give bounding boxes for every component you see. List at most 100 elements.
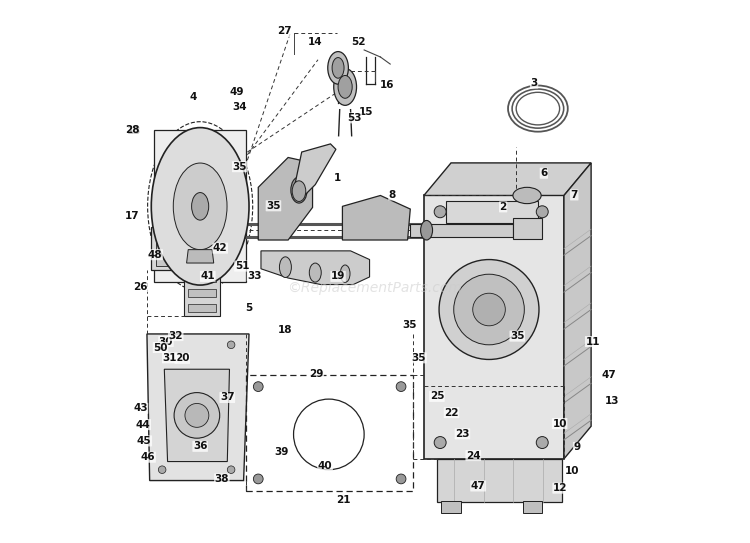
Ellipse shape bbox=[152, 128, 249, 285]
Text: 32: 32 bbox=[169, 331, 183, 340]
Text: 49: 49 bbox=[230, 87, 244, 97]
Text: 12: 12 bbox=[553, 483, 568, 493]
Circle shape bbox=[158, 341, 166, 349]
Circle shape bbox=[536, 437, 548, 449]
Text: 13: 13 bbox=[128, 127, 142, 136]
Circle shape bbox=[434, 206, 446, 218]
Text: 34: 34 bbox=[232, 102, 247, 112]
Polygon shape bbox=[446, 201, 538, 223]
Polygon shape bbox=[343, 195, 410, 240]
Text: 28: 28 bbox=[125, 125, 140, 135]
Text: 30: 30 bbox=[159, 337, 173, 346]
Text: 35: 35 bbox=[412, 353, 426, 363]
Text: 16: 16 bbox=[380, 80, 394, 90]
Text: 20: 20 bbox=[175, 353, 190, 363]
Ellipse shape bbox=[309, 263, 321, 282]
Circle shape bbox=[254, 382, 263, 392]
Text: 19: 19 bbox=[331, 272, 345, 281]
Text: 25: 25 bbox=[430, 392, 444, 401]
Text: 11: 11 bbox=[586, 337, 600, 346]
Text: 18: 18 bbox=[278, 325, 292, 335]
Polygon shape bbox=[147, 334, 249, 481]
Circle shape bbox=[227, 466, 235, 473]
Polygon shape bbox=[564, 163, 591, 459]
Polygon shape bbox=[441, 501, 460, 513]
Text: 3: 3 bbox=[530, 78, 538, 88]
Text: 33: 33 bbox=[248, 271, 262, 281]
Polygon shape bbox=[410, 224, 514, 237]
Text: 17: 17 bbox=[124, 211, 139, 221]
Text: 24: 24 bbox=[466, 451, 481, 460]
Text: 31: 31 bbox=[163, 353, 177, 363]
Ellipse shape bbox=[191, 193, 208, 220]
Circle shape bbox=[439, 260, 539, 359]
Text: 10: 10 bbox=[564, 466, 579, 476]
Text: 35: 35 bbox=[232, 162, 247, 172]
Polygon shape bbox=[424, 163, 591, 195]
Ellipse shape bbox=[328, 52, 349, 84]
Text: 42: 42 bbox=[213, 243, 227, 253]
Polygon shape bbox=[424, 195, 564, 459]
Text: 39: 39 bbox=[274, 447, 289, 457]
Text: 41: 41 bbox=[200, 272, 215, 281]
Text: 43: 43 bbox=[133, 403, 148, 413]
Text: 47: 47 bbox=[601, 370, 616, 380]
Text: 37: 37 bbox=[220, 393, 235, 402]
Polygon shape bbox=[261, 251, 370, 285]
Polygon shape bbox=[187, 250, 214, 263]
Polygon shape bbox=[188, 275, 217, 282]
Text: 9: 9 bbox=[574, 443, 580, 452]
Ellipse shape bbox=[292, 181, 306, 201]
Polygon shape bbox=[188, 289, 217, 297]
Text: 51: 51 bbox=[235, 261, 249, 271]
Text: 26: 26 bbox=[134, 282, 148, 292]
Text: 53: 53 bbox=[347, 113, 362, 123]
Circle shape bbox=[454, 274, 524, 345]
Text: 6: 6 bbox=[540, 168, 548, 178]
Circle shape bbox=[227, 341, 235, 349]
Ellipse shape bbox=[338, 75, 352, 98]
Text: ©ReplacementParts.com: ©ReplacementParts.com bbox=[287, 281, 463, 295]
Polygon shape bbox=[152, 227, 199, 270]
Text: 1: 1 bbox=[333, 173, 340, 183]
Circle shape bbox=[536, 206, 548, 218]
Text: 44: 44 bbox=[136, 420, 151, 430]
Text: 35: 35 bbox=[266, 201, 280, 211]
Text: 35: 35 bbox=[402, 320, 416, 330]
Text: 47: 47 bbox=[471, 481, 485, 491]
Circle shape bbox=[185, 403, 209, 427]
Circle shape bbox=[158, 466, 166, 473]
Text: 23: 23 bbox=[455, 429, 470, 439]
Text: 38: 38 bbox=[214, 474, 229, 484]
Text: 22: 22 bbox=[444, 408, 459, 418]
Ellipse shape bbox=[332, 58, 344, 78]
Polygon shape bbox=[184, 265, 220, 316]
Text: 40: 40 bbox=[318, 462, 332, 471]
Text: 45: 45 bbox=[137, 436, 152, 446]
Text: 10: 10 bbox=[552, 419, 567, 428]
Text: 48: 48 bbox=[148, 250, 163, 260]
Polygon shape bbox=[293, 144, 336, 195]
Text: 4: 4 bbox=[190, 92, 196, 102]
Circle shape bbox=[434, 437, 446, 449]
Text: 50: 50 bbox=[153, 343, 168, 352]
Text: 14: 14 bbox=[308, 37, 322, 47]
Ellipse shape bbox=[280, 257, 292, 277]
Text: 46: 46 bbox=[141, 452, 155, 462]
Text: 2: 2 bbox=[500, 202, 507, 212]
Polygon shape bbox=[437, 459, 562, 502]
Text: 13: 13 bbox=[604, 396, 619, 406]
Text: 5: 5 bbox=[245, 304, 253, 313]
Polygon shape bbox=[154, 130, 246, 282]
Ellipse shape bbox=[291, 177, 308, 203]
Polygon shape bbox=[258, 157, 313, 240]
Text: 27: 27 bbox=[277, 27, 292, 36]
Circle shape bbox=[174, 393, 220, 438]
Text: 15: 15 bbox=[358, 108, 373, 117]
Polygon shape bbox=[523, 501, 542, 513]
Text: 35: 35 bbox=[510, 331, 524, 341]
Circle shape bbox=[396, 474, 406, 484]
Text: 52: 52 bbox=[352, 37, 366, 47]
Text: 29: 29 bbox=[309, 369, 323, 378]
Circle shape bbox=[396, 382, 406, 392]
